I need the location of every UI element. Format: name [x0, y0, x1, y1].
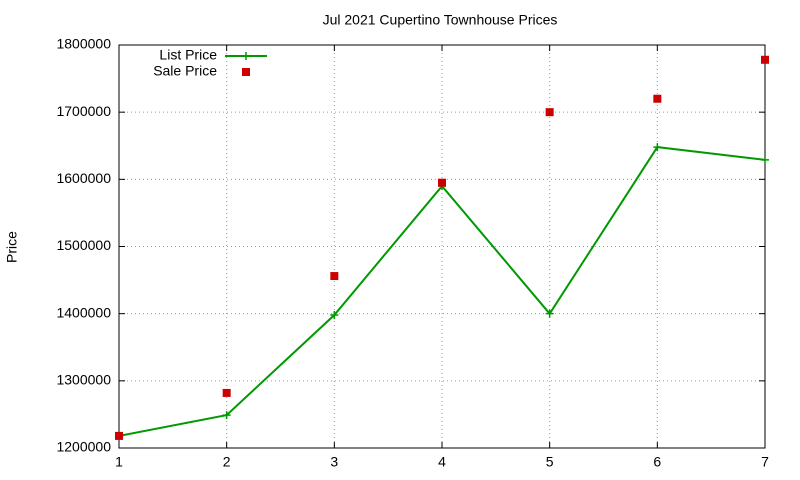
point [222, 411, 231, 420]
point [545, 108, 554, 117]
x-tick-label: 5 [546, 454, 554, 470]
y-tick-label: 1600000 [56, 170, 111, 186]
point [653, 143, 662, 152]
point [653, 94, 662, 103]
point [330, 311, 339, 320]
x-tick-label: 6 [653, 454, 661, 470]
point [761, 155, 769, 164]
legend-label: List Price [159, 47, 217, 63]
plot-frame [118, 44, 766, 449]
x-tick-label: 3 [330, 454, 338, 470]
y-tick-label: 1200000 [56, 439, 111, 455]
y-tick-label: 1300000 [56, 372, 111, 388]
point [222, 388, 231, 397]
x-tick-label: 4 [438, 454, 446, 470]
x-tick-label: 7 [761, 454, 769, 470]
y-axis-label: Price [4, 231, 20, 263]
legend-swatch [242, 68, 250, 76]
point [545, 309, 554, 318]
y-tick-label: 1400000 [56, 304, 111, 320]
x-tick-label: 1 [115, 454, 123, 470]
legend-swatch [242, 52, 250, 60]
point [438, 178, 446, 187]
point [330, 272, 339, 281]
x-tick-label: 2 [223, 454, 231, 470]
chart-title: Jul 2021 Cupertino Townhouse Prices [323, 12, 558, 28]
legend-label: Sale Price [153, 63, 217, 79]
y-tick-label: 1800000 [56, 36, 111, 52]
series-line [118, 146, 766, 437]
point [761, 55, 769, 64]
point [115, 431, 123, 440]
y-tick-label: 1700000 [56, 103, 111, 119]
y-tick-label: 1500000 [56, 237, 111, 253]
